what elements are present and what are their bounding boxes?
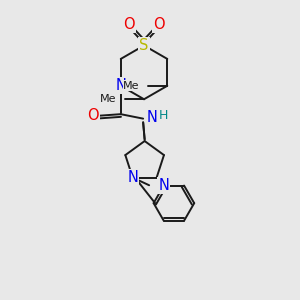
Text: O: O — [123, 17, 135, 32]
Text: Me: Me — [123, 81, 140, 91]
Text: S: S — [139, 38, 149, 53]
Text: N: N — [147, 110, 158, 125]
Text: N: N — [115, 78, 126, 93]
Text: H: H — [159, 109, 168, 122]
Text: O: O — [153, 17, 165, 32]
Text: Me: Me — [100, 94, 117, 104]
Text: N: N — [158, 178, 169, 193]
Text: O: O — [88, 108, 99, 123]
Text: N: N — [127, 170, 138, 185]
